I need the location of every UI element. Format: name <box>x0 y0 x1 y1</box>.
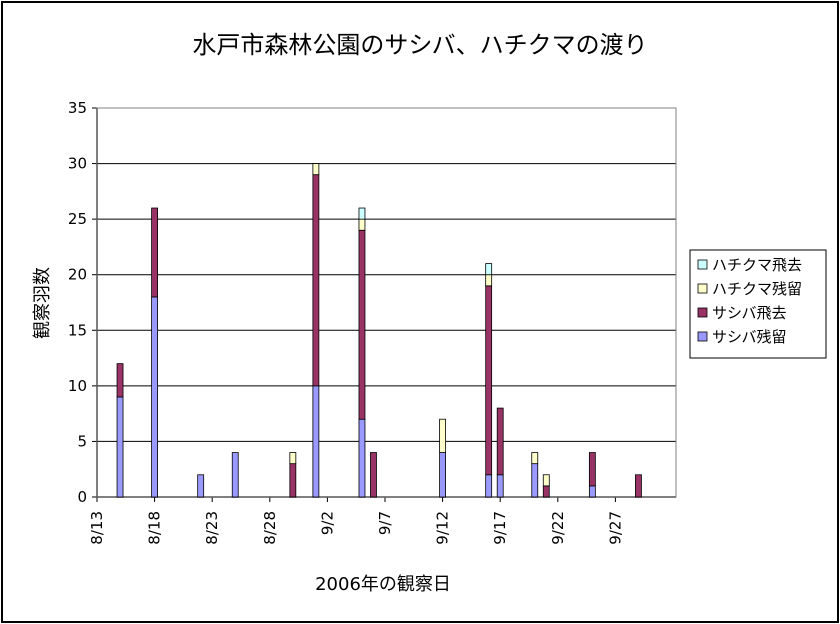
plot-area <box>96 107 677 498</box>
legend-swatch <box>697 307 708 318</box>
y-tick-label: 25 <box>68 210 87 228</box>
bar-segment <box>485 474 493 498</box>
bar-segment <box>358 229 366 420</box>
legend-swatch <box>697 331 708 342</box>
bar-segment <box>231 452 239 498</box>
y-tick-label: 0 <box>77 488 87 506</box>
y-axis-label: 観察羽数 <box>32 267 53 339</box>
bars <box>116 163 642 498</box>
y-tick-label: 35 <box>68 99 87 117</box>
bar-segment <box>496 474 504 498</box>
y-tick-label: 30 <box>68 155 87 173</box>
bar-segment <box>358 418 366 498</box>
bar-segment <box>358 218 366 231</box>
bar-segment <box>485 285 493 476</box>
bar-segment <box>588 485 596 498</box>
y-tick-label: 5 <box>77 432 87 450</box>
x-tick-label: 9/12 <box>434 511 452 545</box>
bar-segment <box>358 207 366 220</box>
x-tick-label: 9/17 <box>491 511 509 545</box>
bar-segment <box>197 474 205 498</box>
bar-segment <box>531 452 539 465</box>
x-tick-label: 9/22 <box>549 511 567 545</box>
legend-swatch <box>697 283 708 294</box>
x-tick-label: 8/23 <box>203 511 221 545</box>
bar-segment <box>531 463 539 498</box>
bar-segment <box>289 452 297 465</box>
bar-segment <box>635 474 642 498</box>
bar-segment <box>289 463 297 498</box>
gridlines <box>92 107 676 502</box>
bar-segment <box>542 485 550 498</box>
bar-segment <box>439 452 447 498</box>
bar-segment <box>370 452 377 498</box>
bar-segment <box>496 407 504 476</box>
legend-swatch <box>697 259 708 270</box>
legend-label: ハチクマ飛去 <box>712 256 802 274</box>
y-tick-label: 15 <box>68 321 87 339</box>
bar-segment <box>485 263 493 276</box>
y-tick-label: 20 <box>68 266 87 284</box>
bar-segment <box>116 396 124 498</box>
x-tick-label: 8/28 <box>261 511 279 545</box>
x-tick-label: 9/7 <box>376 511 394 535</box>
x-axis-label: 2006年の観察日 <box>315 574 451 595</box>
x-tick-label: 8/13 <box>88 511 106 545</box>
bar-segment <box>312 163 320 176</box>
bar-segment <box>542 474 550 487</box>
y-tick-labels: 0 5 10 15 20 25 30 35 <box>68 99 87 506</box>
bar-segment <box>151 207 159 298</box>
x-tick-label: 9/2 <box>318 511 336 535</box>
legend-label: サシバ飛去 <box>712 304 787 322</box>
legend-label: サシバ残留 <box>712 328 787 346</box>
y-tick-label: 10 <box>68 377 87 395</box>
bar-segment <box>588 452 596 487</box>
bar-segment <box>439 418 447 453</box>
bar-segment <box>485 274 493 287</box>
x-tick-labels: 8/13 8/18 8/23 8/28 9/2 9/7 9/12 9/17 9/22 9/27 <box>88 511 624 545</box>
chart-title: 水戸市森林公園のサシバ、ハチクマの渡り <box>192 31 647 59</box>
x-tick-label: 9/27 <box>606 511 624 545</box>
bar-segment <box>116 363 124 398</box>
x-tick-label: 8/18 <box>146 511 164 545</box>
bar-segment <box>312 385 320 498</box>
bar-segment <box>312 174 320 387</box>
legend-box <box>689 249 827 359</box>
bar-segment <box>151 296 159 498</box>
legend-label: ハチクマ残留 <box>712 280 802 298</box>
